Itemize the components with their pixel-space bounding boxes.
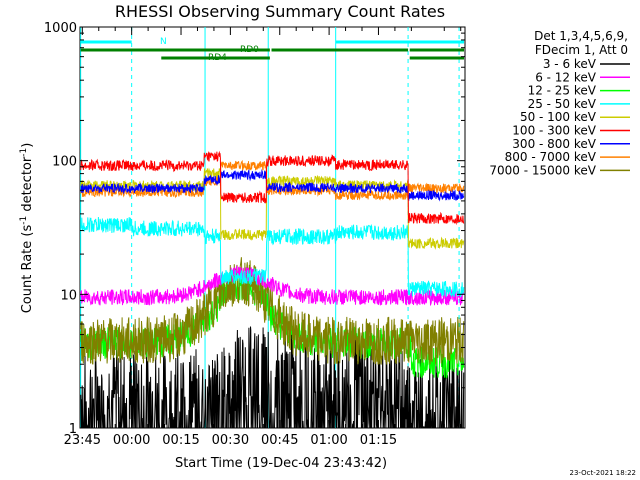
svg-text:Count Rate (s-1 detector-1): Count Rate (s-1 detector-1) <box>19 143 35 314</box>
x-tick-label: 23:45 <box>64 433 101 448</box>
series-line-8 <box>80 257 465 365</box>
series-line-6 <box>80 168 465 202</box>
legend-header-line: Det 1,3,4,5,6,9, <box>534 29 628 43</box>
footer-date: 23-Oct-2021 18:22 <box>570 469 636 477</box>
y-tick-label: 1000 <box>44 21 77 36</box>
y-tick-label: 100 <box>52 155 77 170</box>
legend-label: 12 - 25 keV <box>528 84 597 98</box>
series-line-4 <box>80 167 465 250</box>
legend-label: 50 - 100 keV <box>520 110 597 124</box>
legend: Det 1,3,4,5,6,9,FDecim 1, Att 03 - 6 keV… <box>489 29 630 177</box>
x-tick-label: 00:45 <box>261 433 298 448</box>
y-label-sup: -1 <box>19 216 29 225</box>
x-tick-label: 01:15 <box>360 433 397 448</box>
y-label-text: Count Rate (s <box>20 225 35 314</box>
chart-title: RHESSI Observing Summary Count Rates <box>115 2 445 21</box>
series-line-1 <box>80 265 465 307</box>
flag-label-rd0: RD0 <box>240 45 259 55</box>
legend-label: 7000 - 15000 keV <box>489 163 596 177</box>
x-tick-label: 00:30 <box>212 433 249 448</box>
legend-header-line: FDecim 1, Att 0 <box>535 43 628 57</box>
x-tick-label: 00:00 <box>113 433 150 448</box>
y-tick-label: 10 <box>60 288 77 303</box>
legend-label: 3 - 6 keV <box>543 57 597 71</box>
flag-label-n: N <box>160 37 167 47</box>
y-axis-label: Count Rate (s-1 detector-1) <box>19 143 35 314</box>
series-line-5 <box>80 150 465 226</box>
flag-label-rd4: RD4 <box>208 53 227 63</box>
legend-label: 25 - 50 keV <box>528 97 597 111</box>
legend-label: 100 - 300 keV <box>512 124 596 138</box>
plot-area: N RD0 RD4 23:45 00:00 00:15 00:30 00:45 01:00 01:… <box>44 21 466 448</box>
x-axis-label: Start Time (19-Dec-04 23:43:42) <box>175 456 387 471</box>
y-label-close: ) <box>20 143 35 148</box>
y-label-sup-2: -1 <box>19 148 29 157</box>
x-tick-label: 00:15 <box>162 433 199 448</box>
x-tick-label: 01:00 <box>310 433 347 448</box>
legend-label: 800 - 7000 keV <box>505 150 597 164</box>
legend-label: 300 - 800 keV <box>512 137 596 151</box>
y-tick-label: 1 <box>69 422 77 437</box>
series-line-0 <box>80 326 465 429</box>
legend-label: 6 - 12 keV <box>535 70 597 84</box>
series-line-3 <box>80 216 465 298</box>
y-label-detector: detector <box>20 156 35 216</box>
